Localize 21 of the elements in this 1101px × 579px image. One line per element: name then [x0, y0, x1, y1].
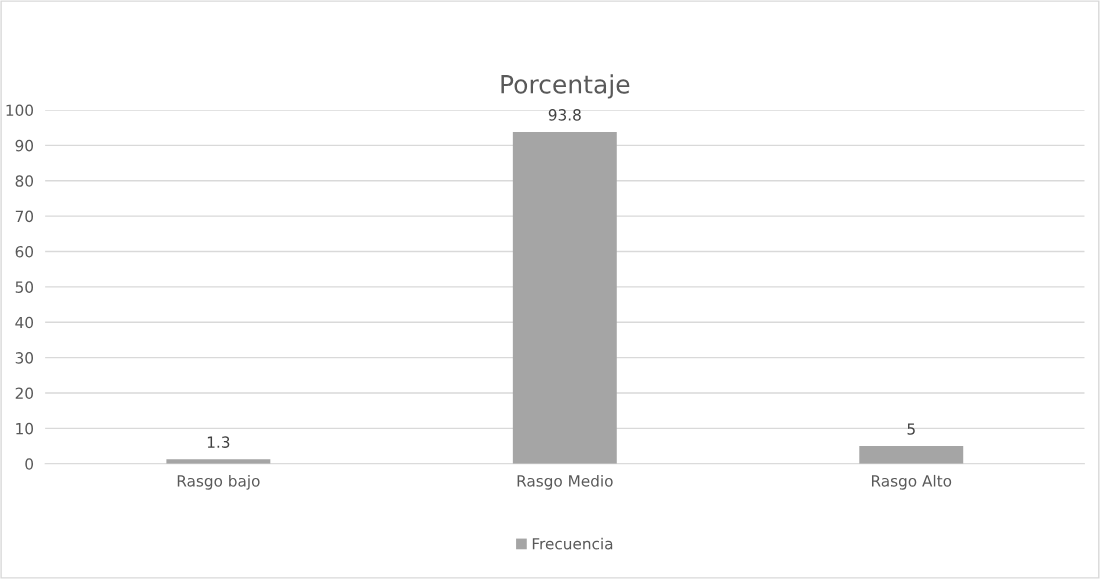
chart-title: Porcentaje [501, 74, 630, 99]
x-tick-label: Rasgo bajo [177, 474, 260, 490]
y-tick-label: 40 [15, 316, 34, 329]
y-tick-label: 100 [6, 104, 34, 117]
y-tick-label: 80 [15, 175, 34, 187]
x-tick-label: Rasgo Alto [872, 474, 952, 490]
y-tick-label: 0 [25, 458, 34, 470]
data-label: 5 [907, 423, 915, 435]
x-tick-label: Rasgo Medio [517, 474, 613, 490]
y-tick-label: 60 [15, 245, 34, 258]
y-tick-label: 70 [15, 210, 34, 223]
y-tick-label: 90 [15, 139, 34, 152]
y-tick-label: 20 [15, 387, 34, 400]
y-tick-label: 50 [15, 281, 34, 293]
legend-label: Frecuencia [532, 537, 613, 550]
data-label: 93.8 [548, 109, 581, 121]
y-tick-label: 30 [15, 352, 34, 364]
y-tick-label: 10 [16, 422, 34, 435]
bar [512, 131, 617, 464]
data-label: 1.3 [207, 436, 230, 448]
bar [859, 446, 964, 464]
